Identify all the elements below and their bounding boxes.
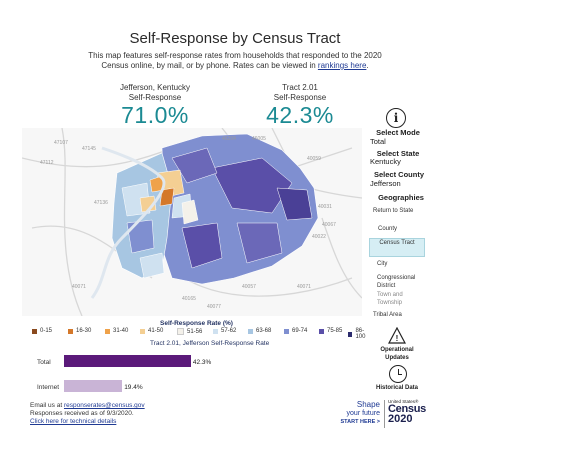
map-label: 40057 [242,284,256,290]
tract-stat-caption: Self-Response [273,92,327,102]
geo-tribal-area[interactable]: Tribal Area [373,312,402,318]
map-label: 40165 [182,296,196,302]
shape-your-future-link[interactable]: Shape your future START HERE > [340,400,380,426]
geo-county[interactable]: County [378,226,398,232]
map-svg[interactable]: 47107 47145 47112 46204 46005 40059 4003… [22,128,362,316]
map-label: 40059 [307,156,321,162]
legend-item: 51-56 [177,328,202,335]
map-label: 46204 [222,136,236,142]
tract-block[interactable] [181,199,199,225]
county-rate: 71.0% [121,102,189,128]
legend-item: 63-68 [248,328,271,334]
tract-block[interactable] [276,187,313,221]
intro-text: This map features self-response rates fr… [88,51,382,70]
county-stat: Jefferson, Kentucky Self-Response 71.0% [100,83,210,129]
bar-total[interactable] [64,355,191,367]
legend-swatch [248,328,253,334]
rankings-link[interactable]: rankings here [317,61,367,70]
tract-block[interactable] [126,219,155,254]
info-icon[interactable]: i [386,108,406,128]
map-label: 40022 [312,234,326,240]
legend-item: 69-74 [284,328,307,334]
intro-line1: This map features self-response rates fr… [88,51,382,60]
legend-item: 86-100 [348,328,372,340]
legend-swatch [348,331,353,337]
geo-city[interactable]: City [377,261,388,267]
map-label: 47136 [94,200,108,206]
map-label: 47112 [40,160,54,166]
map-label: 47107 [54,140,68,146]
county-stat-caption: Self-Response [128,92,182,102]
map-label: 40071 [297,284,311,290]
brand-divider [384,400,385,428]
geographies-label: Geographies [378,193,424,202]
legend-item: 75-85 [319,328,342,334]
select-state-label: Select State [376,149,420,158]
bar-label-total: Total [37,359,51,366]
bar-total-value: 42.3% [192,359,212,366]
email-link[interactable]: responserates@census.gov [63,402,145,409]
select-mode-value[interactable]: Total [370,137,386,146]
legend-item: 41-50 [140,328,163,334]
bar-label-internet: Internet [37,384,60,391]
clock-icon[interactable] [389,365,407,383]
legend-item: 16-30 [68,328,91,334]
map-labels: 47107 47145 47112 46204 46005 40059 4003… [40,136,336,310]
received-note: Responses received as of 9/3/2020. [30,410,134,417]
map-label: 40071 [72,284,86,290]
legend: 0-15 16-30 31-40 41-50 51-56 57-62 63-68… [32,328,372,340]
warning-icon[interactable]: ! [388,326,406,344]
geo-census-tract[interactable]: Census Tract [369,238,425,257]
legend-item: 57-62 [213,328,236,334]
operational-updates-link[interactable]: Operational Updates [380,347,414,361]
geo-town-township[interactable]: Town and Township [377,292,403,306]
intro-line2: Census online, by mail, or by phone. Rat… [101,61,318,70]
bar-chart-title: Tract 2.01, Jefferson Self-Response Rate [150,340,270,347]
technical-details-link[interactable]: Click here for technical details [30,418,117,425]
map-label: 40077 [207,304,221,310]
census-2020-logo: United States® Census 2020 [388,399,426,425]
tract-block[interactable] [139,252,165,279]
legend-item: 31-40 [105,328,128,334]
ohio-river [90,146,166,299]
email-line: Email us at responserates@census.gov [30,402,145,409]
legend-swatch [32,328,37,334]
select-county-value[interactable]: Jefferson [370,179,401,188]
geo-return-to-state[interactable]: Return to State [373,208,414,214]
select-county-label: Select County [373,170,424,179]
legend-item: 0-15 [32,328,52,334]
legend-swatch [319,328,324,334]
legend-swatch [177,328,184,335]
legend-swatch [284,328,289,334]
footer: Email us at responserates@census.gov Res… [30,402,230,426]
select-state-value[interactable]: Kentucky [370,157,401,166]
tract-rate: 42.3% [266,102,334,128]
legend-title: Self-Response Rate (%) [160,320,233,327]
page-title: Self-Response by Census Tract [129,30,341,47]
legend-swatch [140,328,145,334]
map-label: 47145 [82,146,96,152]
county-name: Jefferson, Kentucky [119,83,191,92]
tract-block[interactable] [236,222,283,264]
legend-swatch [105,328,110,334]
map-label: 40067 [322,222,336,228]
map-label: 40031 [318,204,332,210]
tract-name: Tract 2.01 [282,83,318,92]
tract-block[interactable] [181,222,223,269]
bar-internet[interactable] [64,380,123,392]
svg-text:!: ! [396,334,399,343]
geo-congressional-district[interactable]: Congressional District [377,275,416,289]
tract-block[interactable] [159,187,175,207]
bar-internet-value: 19.4% [124,384,143,391]
map-label: 46005 [252,136,266,142]
tract-stat: Tract 2.01 Self-Response 42.3% [245,83,355,129]
tract-map[interactable]: 47107 47145 47112 46204 46005 40059 4003… [22,128,362,316]
tract-block[interactable] [171,147,218,184]
legend-swatch [213,328,218,334]
legend-swatch [68,328,73,334]
select-mode-label: Select Mode [376,128,420,137]
historical-data-link[interactable]: Historical Data [375,385,418,391]
